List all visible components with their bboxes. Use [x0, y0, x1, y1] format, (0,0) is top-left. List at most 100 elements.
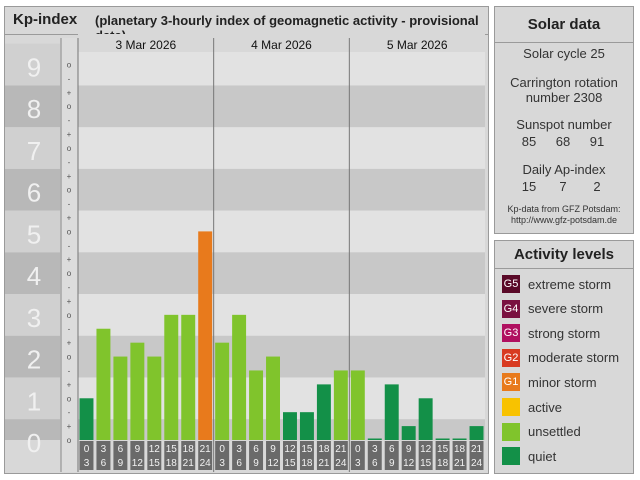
- interval-box: [299, 441, 314, 470]
- day-header-strip: [78, 34, 485, 52]
- interval-box: [316, 441, 331, 470]
- kp-bar: [181, 314, 196, 440]
- legend-item: quiet: [502, 446, 556, 466]
- legend-label: unsettled: [528, 424, 581, 440]
- minor-mark: -: [68, 158, 71, 167]
- plot-band: [78, 168, 485, 211]
- minor-mark: +: [67, 380, 72, 389]
- y-tick-label: 3: [27, 303, 41, 333]
- interval-end-label: 24: [335, 458, 347, 469]
- minor-mark: -: [68, 366, 71, 375]
- y-tick-label: 4: [27, 261, 41, 291]
- interval-end-label: 9: [253, 458, 259, 469]
- interval-end-label: 15: [284, 458, 296, 469]
- legend-label: quiet: [528, 448, 557, 464]
- kp-bar: [164, 314, 179, 440]
- interval-start-label: 21: [335, 444, 347, 455]
- plot-band: [78, 335, 485, 378]
- carrington-number: number 2308: [525, 90, 603, 105]
- minor-mark: +: [67, 172, 72, 181]
- interval-start-label: 21: [200, 444, 212, 455]
- interval-start-label: 0: [84, 444, 90, 455]
- interval-start-label: 18: [183, 444, 195, 455]
- legend-swatch: G5: [502, 275, 520, 293]
- ap-index-label: Daily Ap-index: [522, 162, 606, 177]
- interval-end-label: 3: [84, 458, 90, 469]
- interval-start-label: 6: [389, 444, 395, 455]
- interval-start-label: 21: [471, 444, 483, 455]
- minor-mark: +: [67, 422, 72, 431]
- interval-end-label: 12: [267, 458, 279, 469]
- kp-bar: [113, 356, 128, 440]
- day-label: 4 Mar 2026: [251, 38, 312, 52]
- minor-mark: -: [68, 200, 71, 209]
- minor-mark: o: [67, 269, 72, 278]
- minor-mark: -: [68, 74, 71, 83]
- interval-box: [249, 441, 264, 470]
- interval-box: [181, 441, 196, 470]
- interval-start-label: 0: [219, 444, 225, 455]
- page-title: Kp-index: [13, 11, 78, 28]
- kp-bar: [418, 398, 433, 440]
- source-label: Kp-data from GFZ Potsdam:: [507, 204, 621, 214]
- minor-mark: o: [67, 311, 72, 320]
- interval-start-label: 3: [372, 444, 378, 455]
- y-tick-label: 1: [27, 386, 41, 416]
- carrington-label: Carrington rotation: [510, 75, 618, 90]
- y-band: [5, 335, 60, 378]
- kp-bar: [401, 426, 416, 440]
- plot-band: [78, 85, 485, 128]
- interval-box: [215, 441, 230, 470]
- y-band: [5, 210, 60, 253]
- minor-mark: -: [68, 116, 71, 125]
- interval-end-label: 3: [355, 458, 361, 469]
- interval-box: [418, 441, 433, 470]
- kp-bar: [215, 342, 230, 440]
- plot-band: [78, 377, 485, 420]
- legend-label: moderate storm: [528, 350, 620, 366]
- interval-end-label: 9: [389, 458, 395, 469]
- interval-box: [350, 441, 365, 470]
- legend-swatch: G1: [502, 373, 520, 392]
- minor-mark: +: [67, 88, 72, 97]
- minor-mark: o: [67, 144, 72, 153]
- kp-bar: [469, 426, 484, 440]
- kp-bar: [79, 398, 94, 440]
- plot-band: [78, 419, 485, 440]
- interval-start-label: 12: [284, 444, 296, 455]
- interval-start-label: 18: [454, 444, 466, 455]
- legend-item: G4 severe storm: [502, 299, 603, 319]
- ap-index-value: 7: [559, 179, 567, 194]
- y-tick-label: 9: [27, 53, 41, 83]
- interval-start-label: 12: [149, 444, 161, 455]
- ap-index-value: 15: [521, 179, 537, 194]
- interval-box: [469, 441, 484, 470]
- interval-start-label: 9: [270, 444, 276, 455]
- minor-mark: o: [67, 61, 72, 70]
- plot-band: [78, 210, 485, 253]
- kp-bar: [130, 342, 145, 440]
- kp-bar: [249, 370, 264, 440]
- activity-levels-title: Activity levels: [513, 246, 615, 263]
- minor-mark: -: [68, 325, 71, 334]
- interval-end-label: 18: [437, 458, 449, 469]
- minor-mark: +: [67, 255, 72, 264]
- legend-swatch: G3: [502, 324, 520, 343]
- kp-bar: [316, 384, 331, 440]
- interval-box: [96, 441, 111, 470]
- interval-box: [266, 441, 280, 470]
- y-tick-label: 2: [27, 345, 41, 375]
- y-tick-label: 0: [27, 428, 41, 458]
- interval-start-label: 6: [118, 444, 124, 455]
- y-tick-label: 7: [27, 136, 41, 166]
- minor-mark: o: [67, 436, 72, 445]
- legend-swatch: [502, 422, 520, 441]
- interval-end-label: 6: [236, 458, 242, 469]
- interval-end-label: 24: [471, 458, 483, 469]
- legend-item: unsettled: [502, 422, 581, 442]
- y-band: [5, 252, 60, 294]
- minor-mark: o: [67, 353, 72, 362]
- interval-box: [401, 441, 416, 470]
- kp-bar: [266, 356, 280, 440]
